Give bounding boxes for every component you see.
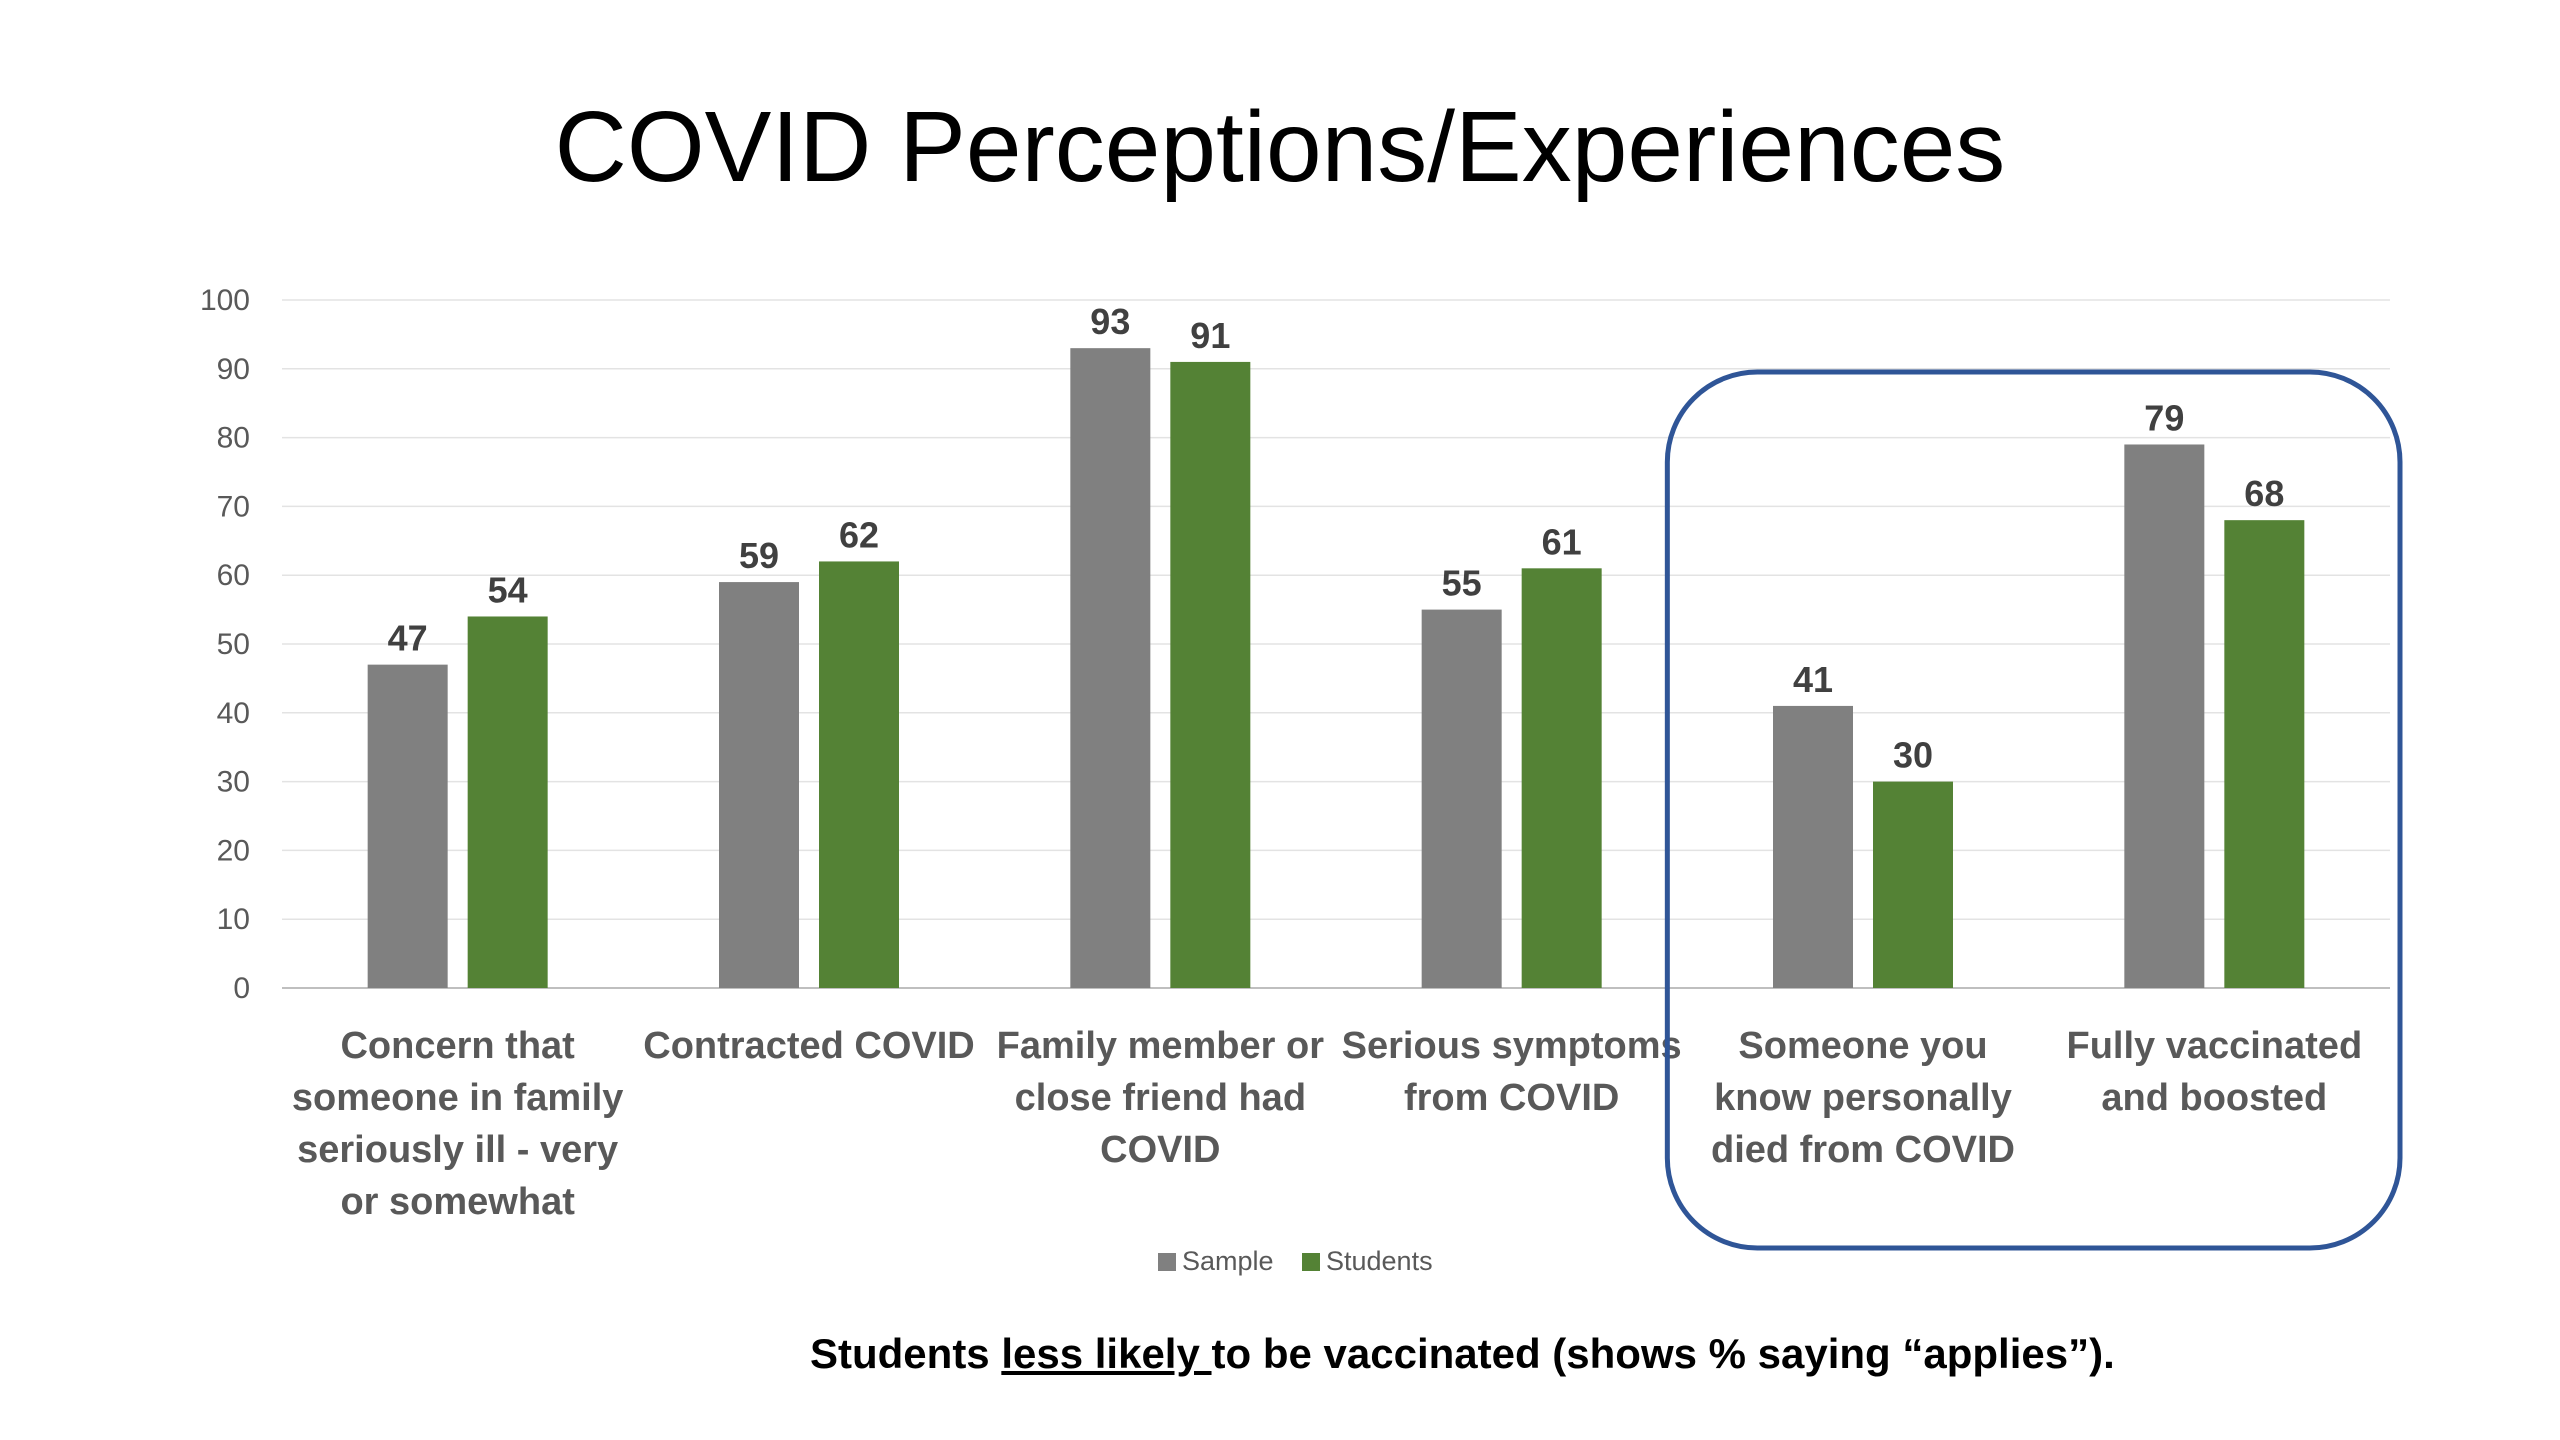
y-tick-label: 50 (217, 628, 250, 661)
x-tick-label: Concern that (340, 1025, 575, 1067)
bar-students (1521, 568, 1602, 988)
data-label: 30 (1893, 735, 1933, 776)
legend: Sample Students (1158, 1246, 1433, 1276)
data-label: 68 (2244, 473, 2284, 514)
x-tick-label: Someone you (1738, 1025, 1987, 1067)
x-tick-label: Contracted COVID (643, 1025, 974, 1067)
data-label: 47 (388, 618, 428, 659)
x-tick-label: know personally (1714, 1077, 2012, 1119)
data-label: 91 (1190, 315, 1230, 356)
x-axis-labels: Concern that someone in family seriously i… (292, 1025, 2362, 1223)
data-label: 41 (1793, 659, 1833, 700)
y-tick-label: 10 (217, 903, 250, 936)
caption-before: Students (810, 1330, 1002, 1377)
data-label: 61 (1542, 521, 1582, 562)
slide-title: COVID Perceptions/Experiences (554, 91, 2006, 203)
legend-label: Sample (1182, 1246, 1274, 1276)
y-tick-label: 100 (200, 284, 250, 317)
legend-swatch-sample (1158, 1253, 1176, 1271)
x-tick-label: seriously ill - very (297, 1129, 618, 1171)
y-tick-label: 30 (217, 766, 250, 799)
caption-underlined: less likely (1001, 1330, 1212, 1377)
y-tick-label: 40 (217, 697, 250, 730)
x-tick-label: close friend had (1015, 1077, 1306, 1119)
highlight-box (1664, 369, 2403, 1251)
bar-students (2224, 520, 2305, 988)
highlight-rounded-rect (1664, 369, 2403, 1251)
data-label: 54 (488, 569, 528, 610)
bar-students (819, 561, 899, 988)
x-tick-label: and boosted (2101, 1077, 2327, 1119)
bar-sample (1773, 705, 1853, 988)
bar-sample (1070, 348, 1151, 988)
data-label: 62 (839, 514, 879, 555)
legend-swatch-students (1302, 1253, 1320, 1271)
x-tick-label: Serious symptoms (1342, 1025, 1682, 1067)
y-tick-label: 60 (217, 559, 250, 592)
data-labels: 47 54 59 62 93 91 55 61 41 30 79 68 (388, 301, 2285, 775)
bar-students (467, 616, 548, 988)
bars (367, 348, 2305, 989)
y-tick-label: 70 (217, 490, 250, 523)
x-tick-label: died from COVID (1711, 1129, 2015, 1171)
bar-sample (367, 664, 448, 988)
bar-students (1873, 781, 1953, 988)
legend-label: Students (1326, 1246, 1433, 1276)
slide-caption: Students less likely to be vaccinated (s… (810, 1330, 2115, 1378)
x-tick-label: Family member or (997, 1025, 1325, 1067)
x-tick-label: Fully vaccinated (2066, 1025, 2362, 1067)
y-tick-label: 90 (217, 353, 250, 386)
gridlines (282, 299, 2390, 989)
x-tick-label: someone in family (292, 1077, 624, 1119)
bar-sample (719, 582, 799, 988)
y-tick-label: 80 (217, 422, 250, 455)
data-label: 79 (2144, 397, 2184, 438)
data-label: 59 (739, 535, 779, 576)
bar-sample (2124, 444, 2205, 989)
bar-students (1170, 361, 1251, 988)
y-axis-ticks: 0 10 20 30 40 50 60 70 80 90 100 (200, 284, 250, 1005)
x-tick-label: COVID (1100, 1129, 1220, 1171)
y-tick-label: 0 (233, 972, 250, 1005)
caption-after: to be vaccinated (shows % saying “applie… (1211, 1330, 2115, 1377)
bar-sample (1421, 609, 1502, 988)
y-tick-label: 20 (217, 834, 250, 867)
data-label: 55 (1442, 563, 1482, 604)
x-tick-label: from COVID (1404, 1077, 1619, 1119)
data-label: 93 (1090, 301, 1130, 342)
x-tick-label: or somewhat (340, 1181, 575, 1223)
